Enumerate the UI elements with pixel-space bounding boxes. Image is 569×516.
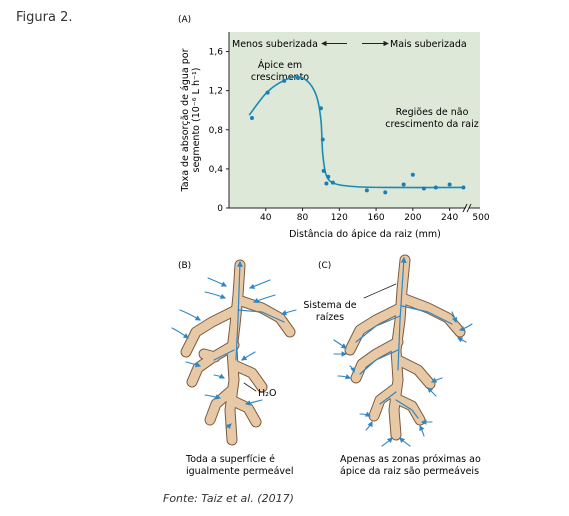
x-tick-label: 160 [367, 213, 384, 223]
figure-label: Figura 2. [16, 10, 73, 25]
x-tick-label: 80 [297, 213, 309, 223]
root-c [333, 254, 473, 447]
y-axis-label-line1: Taxa de absorção de água por [180, 48, 191, 192]
system-pointer-line [363, 283, 397, 299]
fit-curve [248, 76, 464, 189]
less-suberized-label: Menos suberizada [232, 39, 318, 50]
system-label-line2: raízes [316, 312, 344, 323]
x-tick-label: 40 [260, 213, 272, 223]
data-point [433, 185, 438, 190]
y-tick-label: 0 [217, 204, 223, 214]
panel-b-caption-line2: igualmente permeável [186, 466, 294, 477]
root-diagrams: (B) [171, 254, 481, 477]
x-tick-label: 200 [404, 213, 421, 223]
data-point [364, 188, 369, 193]
x-tick-label: 240 [441, 213, 458, 223]
nongrowth-annotation-line2: crescimento da raiz [385, 119, 478, 130]
water-uptake-chart: (A) Menos suberizada Mais suberizada Ápi… [178, 15, 490, 240]
data-point [324, 181, 329, 186]
data-point [410, 172, 415, 177]
water-label: H₂O [258, 388, 276, 399]
root-b [171, 259, 297, 446]
plot-background [229, 32, 480, 208]
x-axis-break-mark [462, 203, 468, 213]
data-point [447, 182, 452, 187]
x-tick-label: 120 [331, 213, 348, 223]
panel-a-letter: (A) [178, 15, 191, 25]
data-point [421, 186, 426, 191]
panel-b-letter: (B) [178, 261, 191, 271]
x-break-tick-label: 500 [472, 213, 489, 223]
panel-c-caption-line2: ápice da raiz são permeáveis [340, 466, 479, 477]
data-point [330, 180, 335, 185]
x-axis-label: Distância do ápice da raiz (mm) [289, 229, 441, 240]
y-axis-label-line2: segmento (10⁻⁶ L h⁻¹) [191, 67, 202, 172]
growth-annotation-line1: Ápice em [258, 59, 302, 71]
y-tick-label: 0,4 [209, 165, 224, 175]
panel-b-caption-line1: Toda a superfície é [185, 454, 275, 465]
data-point [326, 174, 331, 179]
panel-c-letter: (C) [318, 261, 331, 271]
data-point [265, 90, 270, 95]
data-point [318, 106, 323, 111]
more-suberized-label: Mais suberizada [390, 39, 467, 50]
data-point [401, 182, 406, 187]
data-point [321, 168, 326, 173]
y-tick-label: 0,8 [209, 126, 224, 136]
data-point [383, 190, 388, 195]
y-tick-label: 1,2 [209, 87, 223, 97]
panel-c-caption-line1: Apenas as zonas próximas ao [340, 454, 481, 465]
data-point [320, 137, 325, 142]
water-arrows-b [171, 277, 297, 430]
data-point [282, 78, 287, 83]
data-point [461, 185, 466, 190]
data-point [249, 116, 254, 121]
system-label-line1: Sistema de [303, 300, 356, 311]
y-tick-label: 1,6 [209, 48, 224, 58]
nongrowth-annotation-line1: Regiões de não [396, 107, 469, 118]
growth-annotation-line2: crescimento [251, 72, 309, 83]
data-point [295, 75, 300, 80]
figure-source: Fonte: Taiz et al. (2017) [163, 492, 294, 505]
water-arrows-c [333, 311, 473, 447]
